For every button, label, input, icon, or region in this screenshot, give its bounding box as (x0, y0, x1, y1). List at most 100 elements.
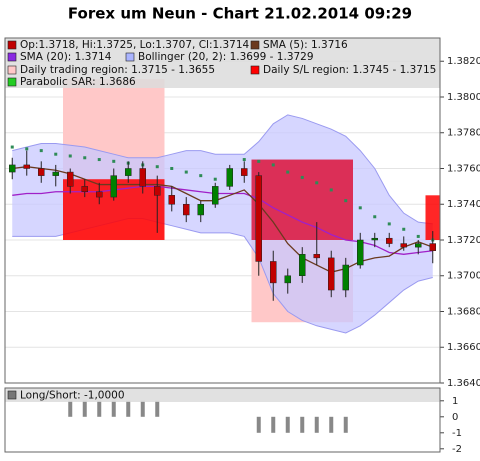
candle-body (81, 186, 88, 192)
sar-dot (112, 159, 116, 163)
legend-swatch (250, 40, 260, 50)
y-tick-label: 1.3800 (447, 92, 480, 103)
bar (126, 400, 131, 417)
sar-dot (68, 154, 72, 158)
sar-dot (213, 177, 217, 181)
candle-body (183, 203, 190, 216)
sar-dot (242, 158, 246, 162)
chart-title: Forex um Neun - Chart 21.02.2014 09:29 (68, 5, 412, 23)
y-tick-label: 1.3700 (447, 271, 480, 282)
sar-dot (25, 147, 29, 151)
candle-body (386, 237, 393, 244)
bar (329, 416, 334, 433)
candle-body (415, 243, 422, 248)
sar-dot (257, 159, 261, 163)
plot-frame (4, 387, 441, 453)
bar (68, 400, 73, 417)
y-tick-label: 1.3740 (447, 199, 480, 210)
bar (343, 416, 348, 433)
candle-body (342, 264, 349, 291)
sar-dot (184, 170, 188, 174)
candle-body (67, 171, 74, 187)
candle-body (429, 243, 436, 251)
legend-label: SMA (20): 1.3714 (20, 51, 112, 63)
legend-label: Daily S/L region: 1.3745 - 1.3715 (263, 64, 436, 76)
sar-dot (402, 227, 406, 231)
candle-body (241, 168, 248, 176)
sl-region (425, 195, 440, 240)
sar-dot (387, 222, 391, 226)
sar-dot (10, 145, 14, 149)
sar-dot (199, 174, 203, 178)
bar (314, 416, 319, 433)
sar-dot (155, 165, 159, 169)
sar-dot (39, 149, 43, 153)
candle-body (328, 257, 335, 291)
candle-body (226, 168, 233, 187)
legend-label: Parabolic SAR: 1.3686 (20, 76, 136, 88)
sar-dot (358, 206, 362, 210)
candle-body (168, 195, 175, 205)
y-tick-label: -1 (452, 428, 462, 439)
y-tick-label: -2 (452, 444, 462, 455)
sar-dot (315, 181, 319, 185)
y-tick-label: 1.3780 (447, 128, 480, 139)
candle-body (9, 164, 16, 173)
bar (155, 400, 160, 417)
plot-frame (4, 37, 441, 384)
candle-body (212, 186, 219, 205)
sar-dot (54, 152, 58, 156)
candle-body (96, 191, 103, 198)
candle-body (52, 171, 59, 176)
sar-dot (170, 166, 174, 170)
candle-body (38, 168, 45, 176)
sar-dot (416, 234, 420, 238)
legend-swatch (7, 390, 17, 400)
y-tick-label: 1.3640 (447, 378, 480, 389)
bar (111, 400, 116, 417)
candle-body (357, 239, 364, 266)
candle-body (154, 186, 161, 196)
candle-body (313, 254, 320, 259)
bar (140, 400, 145, 417)
legend-swatch (125, 52, 135, 62)
candle-body (371, 237, 378, 241)
legend-label: SMA (5): 1.3716 (263, 39, 348, 51)
sar-dot (329, 188, 333, 192)
legend-label: Daily trading region: 1.3715 - 1.3655 (20, 64, 215, 76)
sar-dot (83, 156, 87, 160)
candle-body (400, 243, 407, 248)
sar-dot (344, 199, 348, 203)
candle-body (139, 168, 146, 187)
legend-swatch (7, 52, 17, 62)
y-tick-label: 1.3720 (447, 235, 480, 246)
sar-dot (286, 170, 290, 174)
legend-label: Long/Short: -1,0000 (20, 390, 125, 402)
candle-body (125, 168, 132, 176)
bar (300, 416, 305, 433)
candle-body (299, 254, 306, 276)
legend-box (5, 38, 440, 88)
sar-dot (271, 163, 275, 167)
y-tick-label: 1.3680 (447, 306, 480, 317)
candle-body (110, 175, 117, 198)
bar (271, 416, 276, 433)
sar-dot (373, 215, 377, 219)
y-tick-label: 1 (452, 396, 458, 407)
bar (285, 416, 290, 433)
y-tick-label: 0 (452, 412, 458, 423)
sl-region (251, 159, 353, 240)
candle-body (197, 203, 204, 216)
legend-box (5, 388, 440, 402)
legend-swatch (7, 65, 17, 75)
y-tick-label: 1.3760 (447, 163, 480, 174)
sar-dot (97, 158, 101, 162)
y-tick-label: 1.3820 (447, 56, 480, 67)
legend-swatch (7, 40, 17, 50)
candle-body (284, 275, 291, 284)
y-tick-label: 1.3660 (447, 342, 480, 353)
sar-dot (300, 175, 304, 179)
bollinger-upper (12, 114, 433, 225)
candle-body (23, 164, 30, 169)
